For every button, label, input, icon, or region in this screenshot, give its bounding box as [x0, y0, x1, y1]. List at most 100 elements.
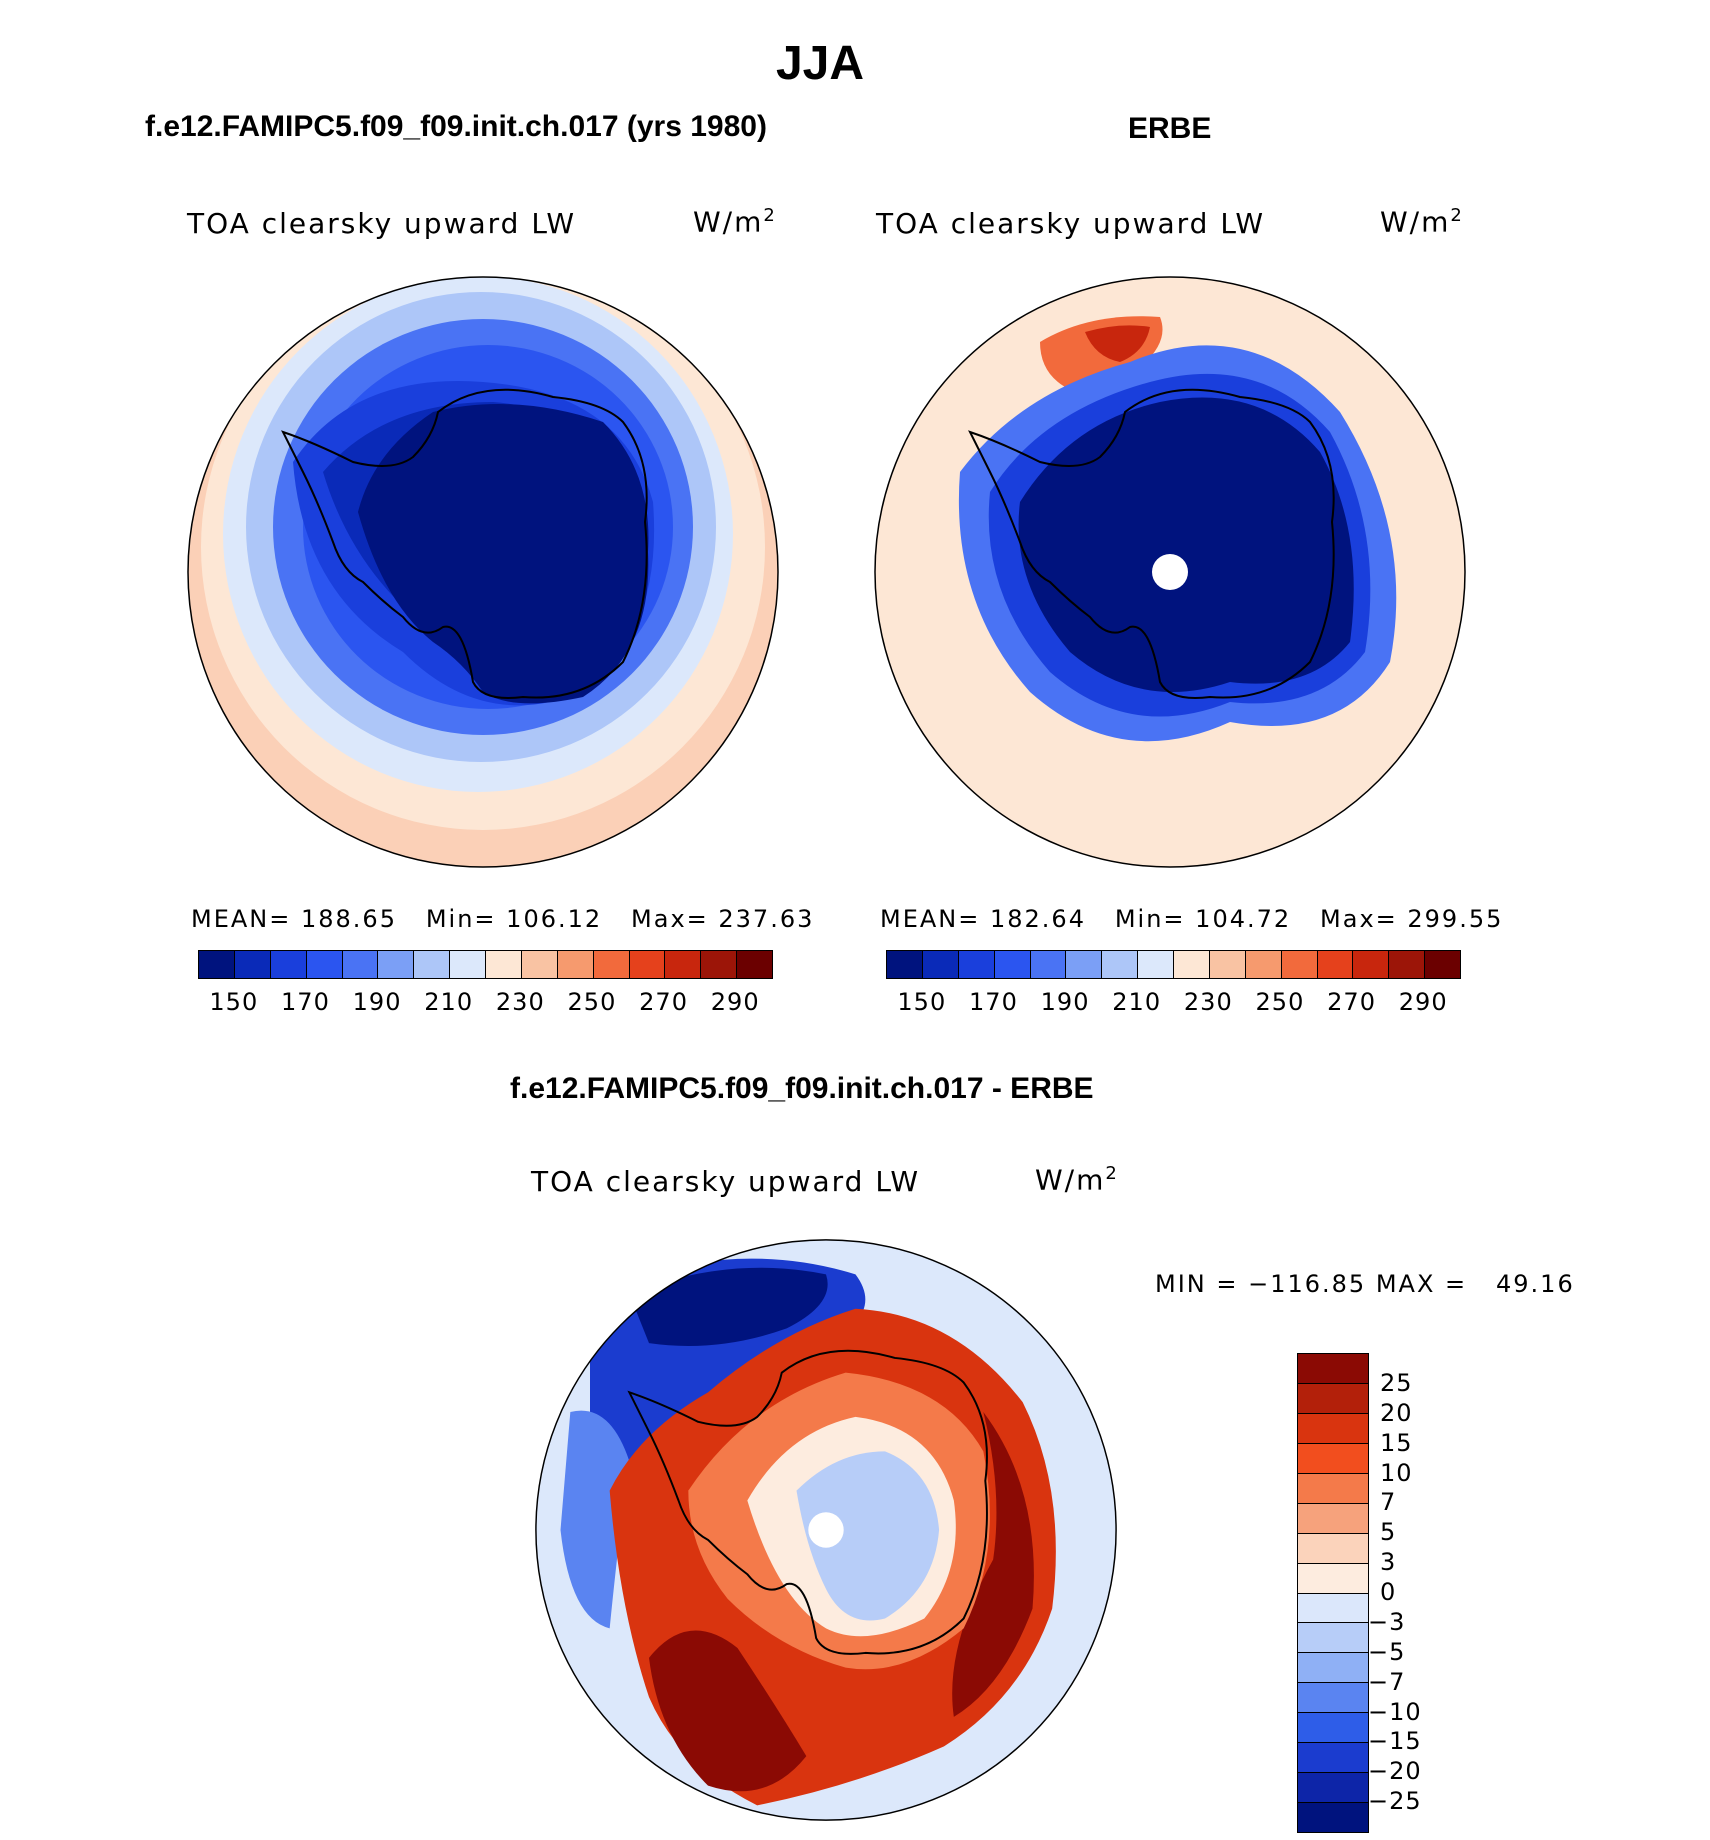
- obs-colorbar-tick-label: 150: [897, 988, 947, 1016]
- obs-colorbar-swatch: [1425, 951, 1460, 978]
- model-colorbar-swatch: [378, 951, 415, 978]
- diff-fill-blue-west: [560, 1410, 630, 1629]
- model-polar-map: [187, 276, 779, 868]
- model-coastline: [281, 388, 648, 699]
- obs-colorbar-swatch: [994, 951, 1031, 978]
- diff-fill-dark-red-east: [952, 1412, 1034, 1717]
- obs-colorbar-swatch: [1174, 951, 1210, 978]
- obs-stats: MEAN= 182.64 Min= 104.72 Max= 299.55: [880, 905, 1504, 933]
- obs-pole-hole: [1152, 554, 1188, 590]
- diff-colorbar-tick-label: −3: [1368, 1607, 1406, 1636]
- diff-polar-map: [535, 1239, 1117, 1821]
- diff-colorbar-swatch: [1298, 1533, 1368, 1564]
- obs-colorbar-tick-label: 170: [969, 988, 1018, 1016]
- model-colorbar-tick-label: 230: [495, 988, 545, 1016]
- diff-colorbar-swatch: [1298, 1473, 1368, 1504]
- model-colorbar-swatch: [557, 951, 594, 978]
- obs-colorbar-swatch: [958, 951, 995, 978]
- diff-fill-blue-core: [629, 1267, 828, 1346]
- model-colorbar-tick-label: 170: [281, 988, 330, 1016]
- diff-colorbar-swatch: [1298, 1443, 1368, 1474]
- obs-colorbar-swatch: [1389, 951, 1426, 978]
- diff-colorbar-swatch: [1298, 1743, 1368, 1774]
- obs-colorbar-tick-label: 290: [1398, 988, 1448, 1016]
- obs-colorbar-swatch: [1245, 951, 1282, 978]
- diff-pole-hole: [808, 1512, 844, 1548]
- diff-colorbar-swatch: [1298, 1653, 1368, 1684]
- diff-colorbar-swatch: [1298, 1803, 1368, 1832]
- model-colorbar-swatch: [414, 951, 451, 978]
- diff-colorbar-swatch: [1298, 1383, 1368, 1414]
- diff-colorbar-tick-label: −15: [1368, 1727, 1422, 1756]
- diff-colorbar-tick-label: −25: [1368, 1787, 1422, 1816]
- diff-colorbar-swatch: [1298, 1354, 1368, 1384]
- diff-colorbar: [1297, 1353, 1369, 1833]
- diff-colorbar-tick-label: 15: [1380, 1428, 1413, 1457]
- obs-fill-core: [1018, 397, 1354, 692]
- obs-colorbar-tick-label: 190: [1040, 988, 1090, 1016]
- diff-colorbar-ticks: 25 20 15 10 7 5 3 0 −3 −5 −7 −10 −15 −20 −25: [1368, 1353, 1500, 1831]
- diff-map-border: [535, 1239, 1117, 1821]
- model-colorbar-swatch: [629, 951, 666, 978]
- diff-colorbar-swatch: [1298, 1413, 1368, 1444]
- obs-colorbar-tick-label: 230: [1183, 988, 1233, 1016]
- diff-colorbar-swatch: [1298, 1713, 1368, 1744]
- model-variable-label: TOA clearsky upward LW: [187, 207, 577, 240]
- model-case-title: f.e12.FAMIPC5.f09_f09.init.ch.017 (yrs 1…: [145, 110, 767, 143]
- diff-colorbar-tick-label: −7: [1368, 1667, 1406, 1696]
- obs-units-text: W/m: [1380, 205, 1451, 239]
- diff-colorbar-tick-label: 5: [1380, 1518, 1397, 1547]
- model-colorbar-swatch: [521, 951, 558, 978]
- obs-colorbar-swatch: [1209, 951, 1246, 978]
- obs-units-label: W/m2: [1380, 205, 1464, 238]
- model-stats: MEAN= 188.65 Min= 106.12 Max= 237.63: [191, 905, 815, 933]
- diff-colorbar-tick-label: 25: [1380, 1368, 1413, 1397]
- diff-colorbar-swatch: [1298, 1563, 1368, 1594]
- obs-colorbar-swatch: [1353, 951, 1390, 978]
- obs-coastline: [968, 388, 1335, 699]
- obs-colorbar-swatch: [887, 951, 923, 978]
- model-colorbar-swatch: [234, 951, 271, 978]
- obs-polar-map: [874, 276, 1466, 868]
- diff-colorbar-tick-label: −10: [1368, 1697, 1422, 1726]
- diff-case-title: f.e12.FAMIPC5.f09_f09.init.ch.017 - ERBE: [510, 1072, 1094, 1105]
- obs-fill-hotspot-core: [1085, 325, 1150, 362]
- obs-colorbar-swatch: [1030, 951, 1067, 978]
- obs-case-title: ERBE: [1128, 112, 1212, 145]
- diff-variable-label: TOA clearsky upward LW: [531, 1165, 921, 1198]
- diff-units-sup: 2: [1105, 1163, 1119, 1184]
- model-colorbar-swatch: [342, 951, 379, 978]
- diff-coastline: [627, 1349, 988, 1655]
- model-colorbar-tick-label: 150: [209, 988, 259, 1016]
- obs-colorbar-swatch: [1317, 951, 1354, 978]
- diff-colorbar-tick-label: 20: [1380, 1398, 1413, 1427]
- model-fill-core: [358, 404, 649, 704]
- model-colorbar-tick-label: 210: [424, 988, 474, 1016]
- obs-colorbar-swatch: [1138, 951, 1174, 978]
- diff-colorbar-tick-label: −20: [1368, 1757, 1422, 1786]
- obs-variable-label: TOA clearsky upward LW: [876, 207, 1266, 240]
- model-colorbar-swatch: [701, 951, 738, 978]
- diff-colorbar-swatch: [1298, 1683, 1368, 1714]
- obs-colorbar-swatch: [1102, 951, 1139, 978]
- diff-colorbar-tick-label: 7: [1380, 1488, 1397, 1517]
- diff-units-text: W/m: [1035, 1163, 1106, 1197]
- diff-fill-interior-blue: [796, 1451, 940, 1621]
- model-colorbar: [198, 950, 773, 979]
- model-units-label: W/m2: [693, 205, 777, 238]
- model-colorbar-swatch: [593, 951, 630, 978]
- obs-map-border: [874, 276, 1466, 868]
- obs-colorbar-tick-label: 250: [1255, 988, 1305, 1016]
- model-map-border: [187, 276, 779, 868]
- diff-colorbar-tick-label: 0: [1380, 1578, 1397, 1606]
- diff-stats: MIN = −116.85 MAX = 49.16: [1155, 1270, 1575, 1298]
- model-colorbar-swatch: [486, 951, 522, 978]
- obs-units-sup: 2: [1450, 205, 1464, 226]
- diff-colorbar-tick-label: 10: [1380, 1458, 1413, 1487]
- obs-colorbar-swatch: [1066, 951, 1103, 978]
- season-title: JJA: [775, 37, 865, 90]
- diff-colorbar-swatch: [1298, 1623, 1368, 1654]
- model-units-sup: 2: [763, 205, 777, 226]
- diff-colorbar-swatch: [1298, 1593, 1368, 1624]
- diff-fill-dark-red: [649, 1630, 807, 1792]
